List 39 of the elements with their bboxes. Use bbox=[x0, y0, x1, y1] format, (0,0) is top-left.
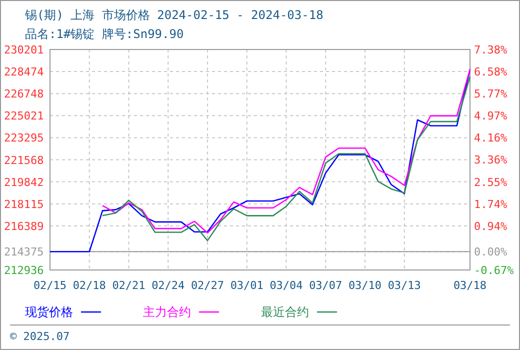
y-tick-label: 223295 bbox=[4, 132, 44, 145]
x-tick-label: 02/18 bbox=[72, 279, 106, 292]
legend-label: 现货价格 bbox=[25, 305, 73, 319]
y2-tick-label: 0.00% bbox=[474, 246, 508, 259]
x-tick-label: 03/04 bbox=[270, 279, 304, 292]
y-tick-label: 212936 bbox=[4, 264, 44, 277]
y-tick-label: 214375 bbox=[4, 246, 44, 259]
y2-tick-label: 6.58% bbox=[474, 65, 508, 78]
y2-tick-label: 5.77% bbox=[474, 88, 508, 101]
y2-tick-label: 4.16% bbox=[474, 132, 508, 145]
legend-label: 主力合约 bbox=[143, 305, 191, 319]
y-tick-label: 221568 bbox=[4, 154, 44, 167]
y2-tick-label: 2.55% bbox=[474, 176, 508, 189]
x-tick-label: 02/27 bbox=[190, 279, 224, 292]
y-tick-label: 230201 bbox=[4, 44, 44, 56]
x-tick-label: 03/13 bbox=[388, 279, 421, 292]
x-tick-label: 02/21 bbox=[112, 279, 146, 292]
y2-tick-label: 4.97% bbox=[474, 110, 508, 123]
legend-label: 最近合约 bbox=[261, 305, 309, 319]
y-tick-label: 219842 bbox=[4, 176, 44, 189]
x-tick-label: 02/15 bbox=[33, 279, 67, 292]
y-tick-label: 216389 bbox=[4, 220, 44, 233]
y-tick-label: 218115 bbox=[4, 198, 44, 211]
chart-subtitle: 品名:1#锡锭 牌号:Sn99.90 bbox=[25, 27, 184, 41]
x-tick-label: 03/07 bbox=[309, 279, 342, 292]
x-tick-label: 03/10 bbox=[348, 279, 382, 292]
y2-tick-label: -0.67% bbox=[474, 264, 514, 277]
y2-tick-label: 0.94% bbox=[474, 220, 508, 233]
y-tick-label: 228474 bbox=[4, 66, 44, 79]
y2-tick-label: 7.38% bbox=[474, 44, 508, 56]
y2-tick-label: 1.74% bbox=[474, 198, 508, 211]
y-tick-label: 225021 bbox=[4, 110, 44, 123]
x-tick-label: 03/01 bbox=[230, 279, 264, 292]
x-tick-label: 03/18 bbox=[453, 279, 487, 292]
y-tick-label: 226748 bbox=[4, 88, 44, 101]
text: © 2025.07 bbox=[10, 330, 70, 343]
y2-tick-label: 3.36% bbox=[474, 154, 508, 167]
x-tick-label: 02/24 bbox=[152, 279, 186, 292]
chart-title: 锡(期) 上海 市场价格 2024-02-15 - 2024-03-18 bbox=[24, 8, 324, 22]
